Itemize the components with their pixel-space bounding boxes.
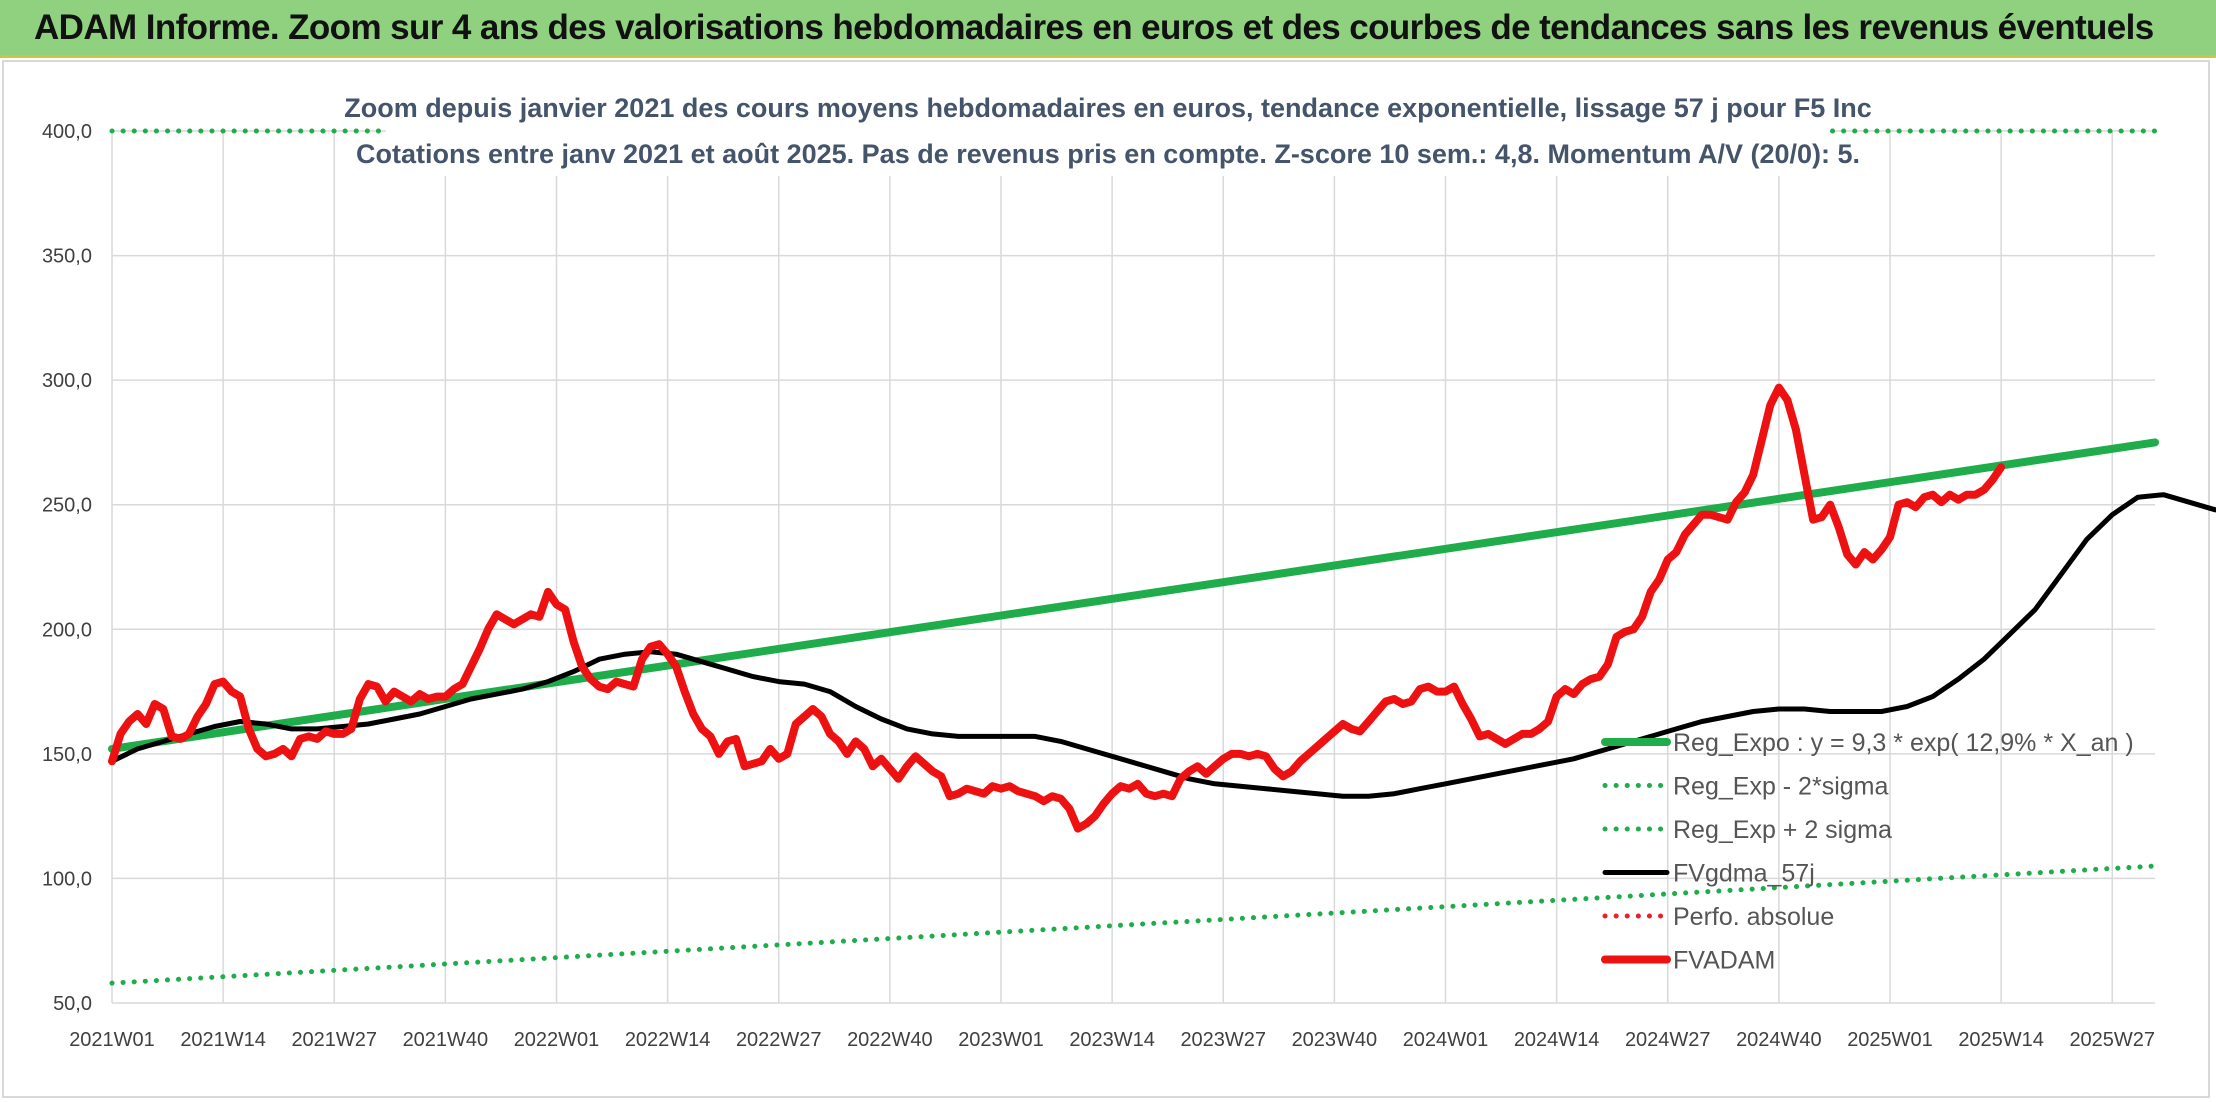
series-line-3 [109, 492, 2216, 799]
x-tick-label: 2021W14 [180, 1029, 266, 1051]
legend: Reg_Expo : y = 9,3 * exp( 12,9% * X_an )… [1601, 729, 2134, 975]
y-tick-label: 300,0 [42, 370, 92, 392]
y-axis-ticks: 50,0 100,0 150,0 200,0 250,0 300,0 350,0 400,0 [42, 121, 92, 1015]
x-tick-label: 2024W27 [1625, 1029, 1711, 1051]
y-tick-label: 400,0 [42, 121, 92, 143]
y-tick-label: 250,0 [42, 495, 92, 517]
legend-label: FVgdma_57j [1673, 860, 1815, 888]
x-tick-label: 2021W27 [291, 1029, 377, 1051]
legend-label: Perfo. absolue [1673, 903, 1834, 931]
title-banner: ADAM Informe. Zoom sur 4 ans des valoris… [0, 0, 2216, 58]
x-tick-label: 2023W14 [1069, 1029, 1155, 1051]
x-tick-label: 2022W14 [625, 1029, 711, 1051]
x-tick-label: 2023W01 [958, 1029, 1044, 1051]
x-tick-label: 2025W01 [1847, 1029, 1933, 1051]
y-tick-label: 150,0 [42, 744, 92, 766]
x-tick-label: 2023W40 [1292, 1029, 1378, 1051]
x-tick-label: 2021W01 [69, 1029, 155, 1051]
x-tick-label: 2024W01 [1403, 1029, 1489, 1051]
subtitle-line-2: Cotations entre janv 2021 et août 2025. … [356, 139, 1860, 169]
x-tick-label: 2025W27 [2069, 1029, 2155, 1051]
legend-label: Reg_Exp + 2 sigma [1673, 816, 1892, 844]
x-tick-label: 2023W27 [1180, 1029, 1266, 1051]
chart-subtitle: Zoom depuis janvier 2021 des cours moyen… [344, 80, 1872, 176]
grid-lines [111, 130, 2155, 1004]
subtitle-line-1: Zoom depuis janvier 2021 des cours moyen… [344, 93, 1872, 123]
legend-label: Reg_Expo : y = 9,3 * exp( 12,9% * X_an ) [1673, 729, 2134, 757]
series-line-1 [109, 863, 2158, 986]
subtitle-background [386, 80, 1830, 176]
series-line-5 [108, 383, 2006, 833]
x-tick-label: 2022W27 [736, 1029, 822, 1051]
series-lines [108, 128, 2216, 986]
x-tick-label: 2022W40 [847, 1029, 933, 1051]
legend-label: FVADAM [1673, 947, 1775, 975]
x-tick-label: 2022W01 [514, 1029, 600, 1051]
x-tick-label: 2024W14 [1514, 1029, 1600, 1051]
y-tick-label: 50,0 [53, 993, 92, 1015]
y-tick-label: 350,0 [42, 246, 92, 268]
x-axis-ticks: 2021W01 2021W14 2021W27 2021W40 2022W01 2022W… [69, 1029, 2155, 1051]
y-tick-label: 100,0 [42, 868, 92, 890]
legend-label: Reg_Exp - 2*sigma [1673, 773, 1888, 801]
x-tick-label: 2024W40 [1736, 1029, 1822, 1051]
banner-title: ADAM Informe. Zoom sur 4 ans des valoris… [34, 8, 2154, 47]
x-tick-label: 2021W40 [403, 1029, 489, 1051]
x-tick-label: 2025W14 [1958, 1029, 2044, 1051]
series-line-0 [108, 438, 2159, 753]
y-tick-label: 200,0 [42, 619, 92, 641]
